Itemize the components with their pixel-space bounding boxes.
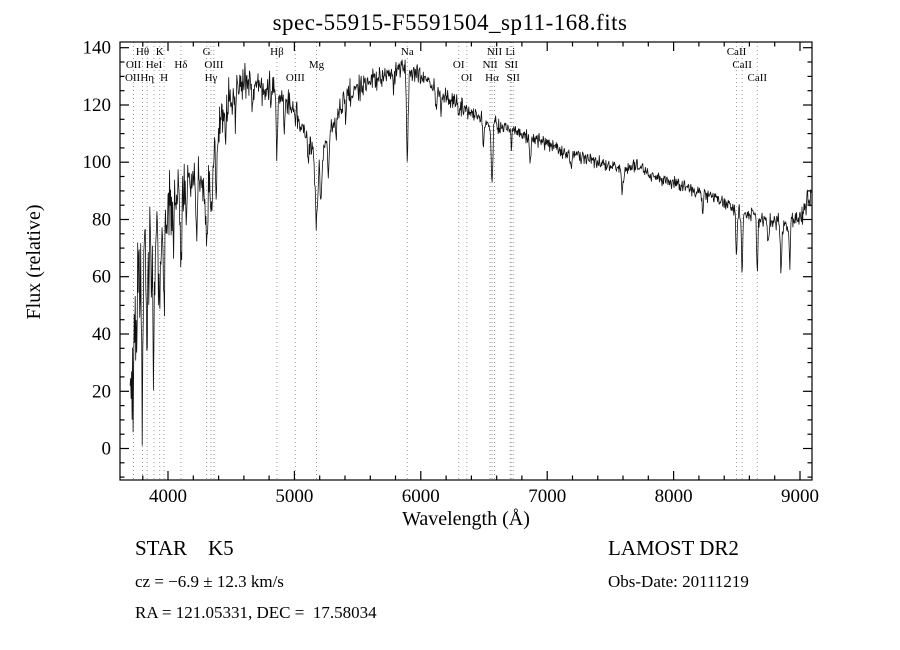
tick-labels: 4000 5000 6000 7000 8000 9000 0 20 40 60 80 100 120 1… [83, 38, 820, 507]
line-label-SII: SII [506, 72, 520, 84]
spectrum-line [129, 59, 812, 446]
line-label-K: K [156, 46, 164, 58]
y-tick-label: 20 [92, 381, 111, 402]
y-tick-label: 140 [83, 38, 112, 59]
plot-frame [119, 41, 813, 481]
line-label-OII: OII [125, 72, 141, 84]
x-tick-label: 4000 [149, 486, 187, 507]
coordinates-label: RA = 121.05331, DEC = 17.58034 [135, 603, 377, 622]
line-label-NII: NII [487, 46, 503, 58]
y-tick-label: 0 [102, 439, 112, 460]
line-label-G: G [203, 46, 211, 58]
x-tick-label: 8000 [655, 486, 693, 507]
line-label-H: H [160, 72, 168, 84]
line-label-OIII: OIII [286, 72, 305, 84]
line-label-OIII: OIII [204, 59, 223, 71]
x-tick-label: 6000 [402, 486, 440, 507]
line-label-OII: OII [126, 59, 142, 71]
line-label-CaII: CaII [732, 59, 752, 71]
object-class-label: STAR K5 [135, 536, 234, 560]
line-label-Na: Na [401, 46, 414, 58]
y-tick-label: 60 [92, 267, 111, 288]
line-label-Mg: Mg [309, 59, 325, 71]
x-axis-label: Wavelength (Å) [402, 508, 530, 530]
line-label-OI: OI [461, 72, 473, 84]
y-tick-label: 100 [83, 152, 112, 173]
x-tick-label: 5000 [275, 486, 313, 507]
obs-date-label: Obs-Date: 20111219 [608, 572, 749, 591]
radial-velocity-label: cz = −6.9 ± 12.3 km/s [135, 572, 284, 591]
y-tick-label: 120 [83, 95, 112, 116]
line-label-Hα: Hα [485, 72, 499, 84]
y-tick-label: 40 [92, 324, 111, 345]
line-label-SII: SII [505, 59, 519, 71]
line-label-Li: Li [505, 46, 515, 58]
line-label-CaII: CaII [727, 46, 747, 58]
x-tick-label: 9000 [781, 486, 819, 507]
line-label-Hθ: Hθ [136, 46, 149, 58]
spectrum-chart: 4000 5000 6000 7000 8000 9000 0 20 40 60 80 100 120 1… [83, 38, 820, 507]
line-label-NII: NII [482, 59, 498, 71]
line-label-HeI: HeI [146, 59, 163, 71]
line-label-Hγ: Hγ [205, 72, 218, 84]
line-label-Hδ: Hδ [174, 59, 187, 71]
line-label-Hη: Hη [140, 72, 154, 84]
plot-title: spec-55915-F5591504_sp11-168.fits [272, 10, 628, 35]
y-axis-label: Flux (relative) [23, 204, 45, 320]
line-label-OI: OI [453, 59, 465, 71]
axes [119, 41, 813, 481]
survey-label: LAMOST DR2 [608, 536, 739, 560]
line-label-Hβ: Hβ [270, 46, 284, 58]
line-label-CaII: CaII [748, 72, 768, 84]
x-tick-label: 7000 [528, 486, 566, 507]
y-tick-label: 80 [92, 210, 111, 231]
